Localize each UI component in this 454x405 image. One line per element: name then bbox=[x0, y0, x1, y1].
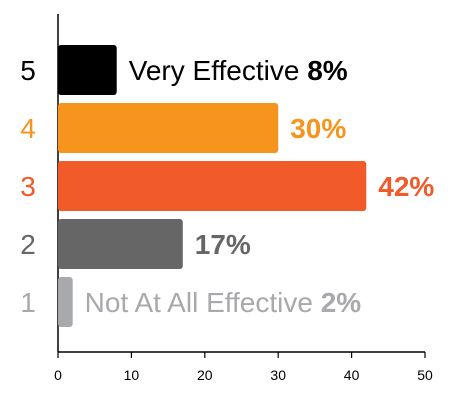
category-label-2: 2 bbox=[20, 229, 36, 260]
x-axis-ticks: 0 10 20 30 40 50 bbox=[54, 352, 433, 383]
value-label-4: 30% bbox=[290, 113, 346, 144]
bars bbox=[58, 45, 367, 327]
bar-value-3: 42% bbox=[378, 171, 434, 202]
value-label-1: Not At All Effective 2% bbox=[85, 287, 362, 318]
bar-value-2: 17% bbox=[195, 229, 251, 260]
bar-value-4: 30% bbox=[290, 113, 346, 144]
x-tick-label: 0 bbox=[54, 367, 62, 383]
x-tick-label: 20 bbox=[197, 367, 213, 383]
category-label-4: 4 bbox=[20, 113, 36, 144]
bar-5 bbox=[58, 45, 117, 95]
x-tick-label: 10 bbox=[124, 367, 140, 383]
value-label-3: 42% bbox=[378, 171, 434, 202]
bar-value-5: 8% bbox=[307, 55, 348, 86]
value-label-2: 17% bbox=[195, 229, 251, 260]
category-label-3: 3 bbox=[20, 171, 36, 202]
bar-value-1: 2% bbox=[321, 287, 362, 318]
category-label-5: 5 bbox=[20, 55, 36, 86]
x-tick-label: 40 bbox=[344, 367, 360, 383]
bar-3 bbox=[58, 161, 367, 211]
x-tick-label: 30 bbox=[270, 367, 286, 383]
bar-1 bbox=[58, 277, 73, 327]
value-label-5: Very Effective 8% bbox=[129, 55, 348, 86]
bar-annotation-1: Not At All Effective bbox=[85, 287, 321, 318]
bar-2 bbox=[58, 219, 183, 269]
category-labels: 5 4 3 2 1 bbox=[20, 55, 36, 318]
x-tick-label: 50 bbox=[417, 367, 433, 383]
value-labels: Very Effective 8% 30% 42% 17% Not At All Eff… bbox=[85, 55, 435, 318]
category-label-1: 1 bbox=[20, 287, 36, 318]
bar-4 bbox=[58, 103, 279, 153]
bar-annotation-5: Very Effective bbox=[129, 55, 307, 86]
